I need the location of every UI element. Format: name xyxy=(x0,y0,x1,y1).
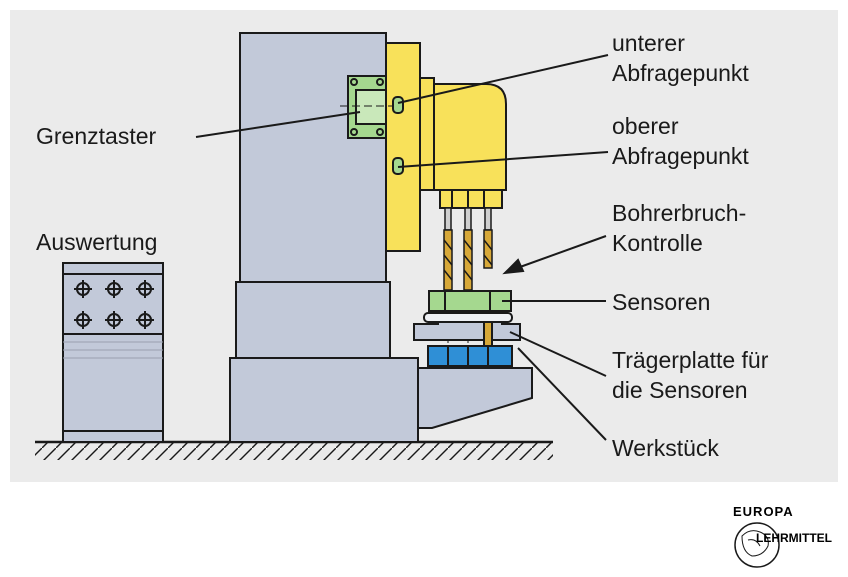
cabinet-dials xyxy=(74,280,154,329)
logo-word-top: EUROPA xyxy=(733,504,794,519)
sensor-carrier-plate xyxy=(413,310,521,349)
label-grenztaster: Grenztaster xyxy=(36,123,157,149)
label-sensoren: Sensoren xyxy=(612,289,711,315)
label-werkstueck: Werkstück xyxy=(612,435,719,461)
label-oberer-line2: Abfragepunkt xyxy=(612,143,749,169)
label-oberer-line1: oberer xyxy=(612,113,679,139)
fixture-table xyxy=(417,367,533,429)
floor xyxy=(35,440,553,460)
label-auswertung: Auswertung xyxy=(36,229,158,255)
label-bohrerbruch-line2: Kontrolle xyxy=(612,230,703,256)
publisher-logo xyxy=(734,522,780,568)
label-traeger-line1: Trägerplatte für xyxy=(612,347,769,373)
evaluation-cabinet xyxy=(62,262,164,443)
limit-switch xyxy=(340,75,396,139)
leader-lines xyxy=(195,54,609,441)
label-traeger-line2: die Sensoren xyxy=(612,377,748,403)
machine-column xyxy=(229,32,419,443)
label-unterer-line2: Abfragepunkt xyxy=(612,60,749,86)
sensors xyxy=(428,290,512,312)
workpiece xyxy=(427,345,513,367)
label-bohrerbruch-line1: Bohrerbruch- xyxy=(612,200,747,226)
logo-word-bottom: LEHRMITTEL xyxy=(756,531,832,545)
label-unterer-line1: unterer xyxy=(612,30,685,56)
